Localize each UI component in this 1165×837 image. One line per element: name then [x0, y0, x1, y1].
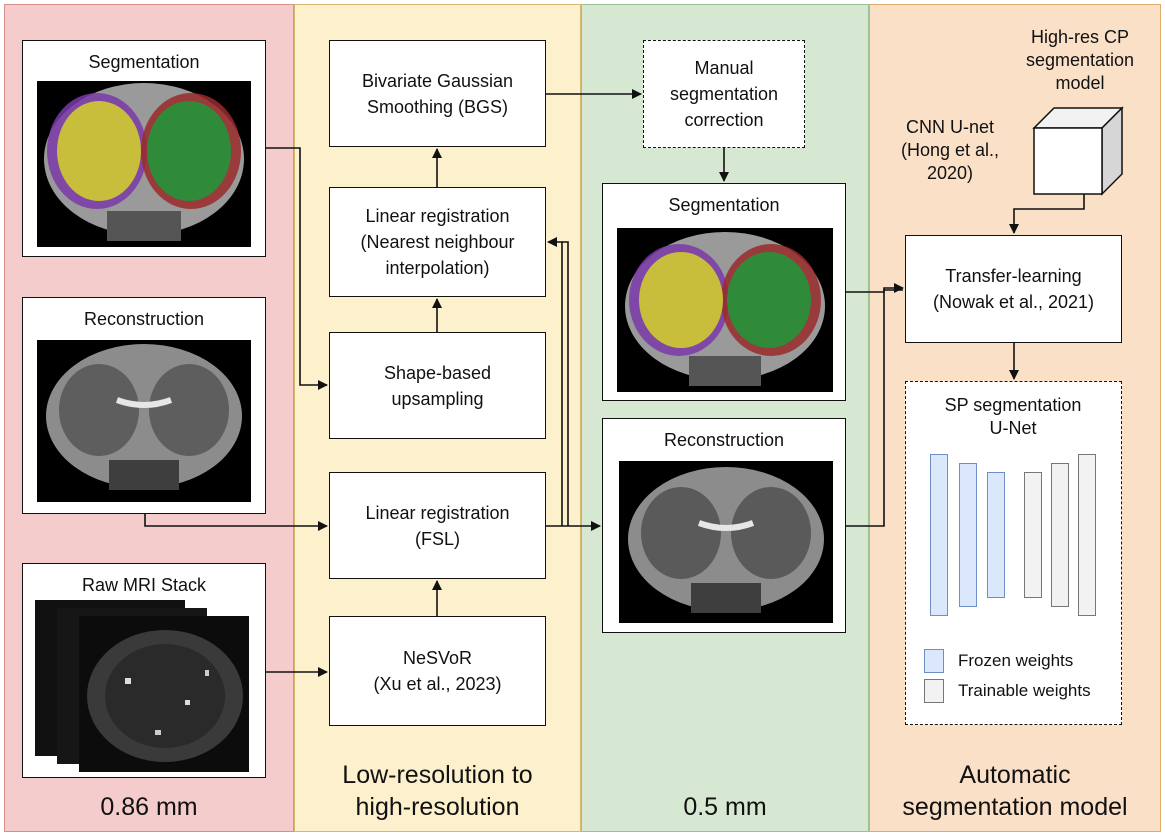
- arrow-recon-to-fsl: [144, 514, 328, 531]
- linear-registration-nn-box: Linear registration (Nearest neighbour i…: [329, 187, 546, 297]
- arrow-seg-to-upsampling: [266, 147, 328, 390]
- input-segmentation-label: Segmentation: [88, 52, 200, 72]
- legend-trainable-swatch: [924, 679, 944, 703]
- output-segmentation-image: [617, 228, 833, 392]
- arrow-cube-to-transfer: [1009, 194, 1085, 234]
- panel-title-low-res: 0.86 mm: [100, 793, 198, 821]
- unet-bar-trainable-1: [1024, 472, 1042, 598]
- output-segmentation-label: Segmentation: [668, 195, 780, 215]
- panel-title-upsampling: Low-resolution to high-resolution: [342, 761, 533, 821]
- transfer-learning-box: Transfer-learning (Nowak et al., 2021): [905, 235, 1122, 343]
- legend-frozen-swatch: [924, 649, 944, 673]
- shape-based-upsampling-box: Shape-based upsampling: [329, 332, 546, 439]
- linear-registration-fsl-label: Linear registration (FSL): [365, 502, 510, 549]
- output-reconstruction-label: Reconstruction: [663, 430, 785, 450]
- unet-bar-trainable-3: [1078, 454, 1096, 616]
- arrow-recon-to-transfer: [846, 289, 903, 527]
- input-raw-mri-box: Raw MRI Stack: [22, 563, 266, 778]
- unet-bar-frozen-1: [930, 454, 948, 616]
- cnn-unet-label: CNN U-net (Hong et al., 2020): [900, 117, 1000, 183]
- manual-correction-box: Manual segmentation correction: [643, 40, 805, 148]
- legend-trainable-label: Trainable weights: [958, 681, 1091, 700]
- reconstruction-image: [37, 340, 251, 502]
- arrow-fsl-to-linreg: [547, 237, 563, 526]
- unet-bar-frozen-3: [987, 472, 1005, 598]
- unet-bar-frozen-2: [959, 463, 977, 607]
- shape-based-upsampling-label: Shape-based upsampling: [383, 362, 492, 409]
- input-reconstruction-label: Reconstruction: [83, 309, 205, 329]
- cube-icon: [1032, 106, 1124, 196]
- linear-registration-fsl-box: Linear registration (FSL): [329, 472, 546, 579]
- output-segmentation-box: Segmentation: [602, 183, 846, 401]
- input-reconstruction-box: Reconstruction: [22, 297, 266, 514]
- bgs-label: Bivariate Gaussian Smoothing (BGS): [361, 70, 514, 117]
- nesvor-box: NeSVoR (Xu et al., 2023): [329, 616, 546, 726]
- transfer-learning-label: Transfer-learning (Nowak et al., 2021): [932, 266, 1095, 312]
- bgs-box: Bivariate Gaussian Smoothing (BGS): [329, 40, 546, 147]
- highres-model-label: High-res CP segmentation model: [1025, 27, 1135, 93]
- panel-title-auto-model: Automatic segmentation model: [902, 761, 1128, 821]
- sp-unet-title: SP segmentation U-Net: [944, 395, 1082, 438]
- output-reconstruction-image: [619, 461, 833, 623]
- panel-title-high-res: 0.5 mm: [683, 793, 767, 821]
- input-segmentation-box: Segmentation: [22, 40, 266, 257]
- raw-mri-stack-image: [35, 600, 249, 772]
- segmentation-image: [37, 81, 251, 247]
- nesvor-label: NeSVoR (Xu et al., 2023): [373, 648, 502, 694]
- output-reconstruction-box: Reconstruction: [602, 418, 846, 633]
- linear-registration-nn-label: Linear registration (Nearest neighbour i…: [360, 206, 515, 278]
- legend-frozen-label: Frozen weights: [958, 651, 1074, 670]
- unet-bar-trainable-2: [1051, 463, 1069, 607]
- manual-correction-label: Manual segmentation correction: [669, 58, 779, 130]
- input-raw-mri-label: Raw MRI Stack: [81, 575, 207, 595]
